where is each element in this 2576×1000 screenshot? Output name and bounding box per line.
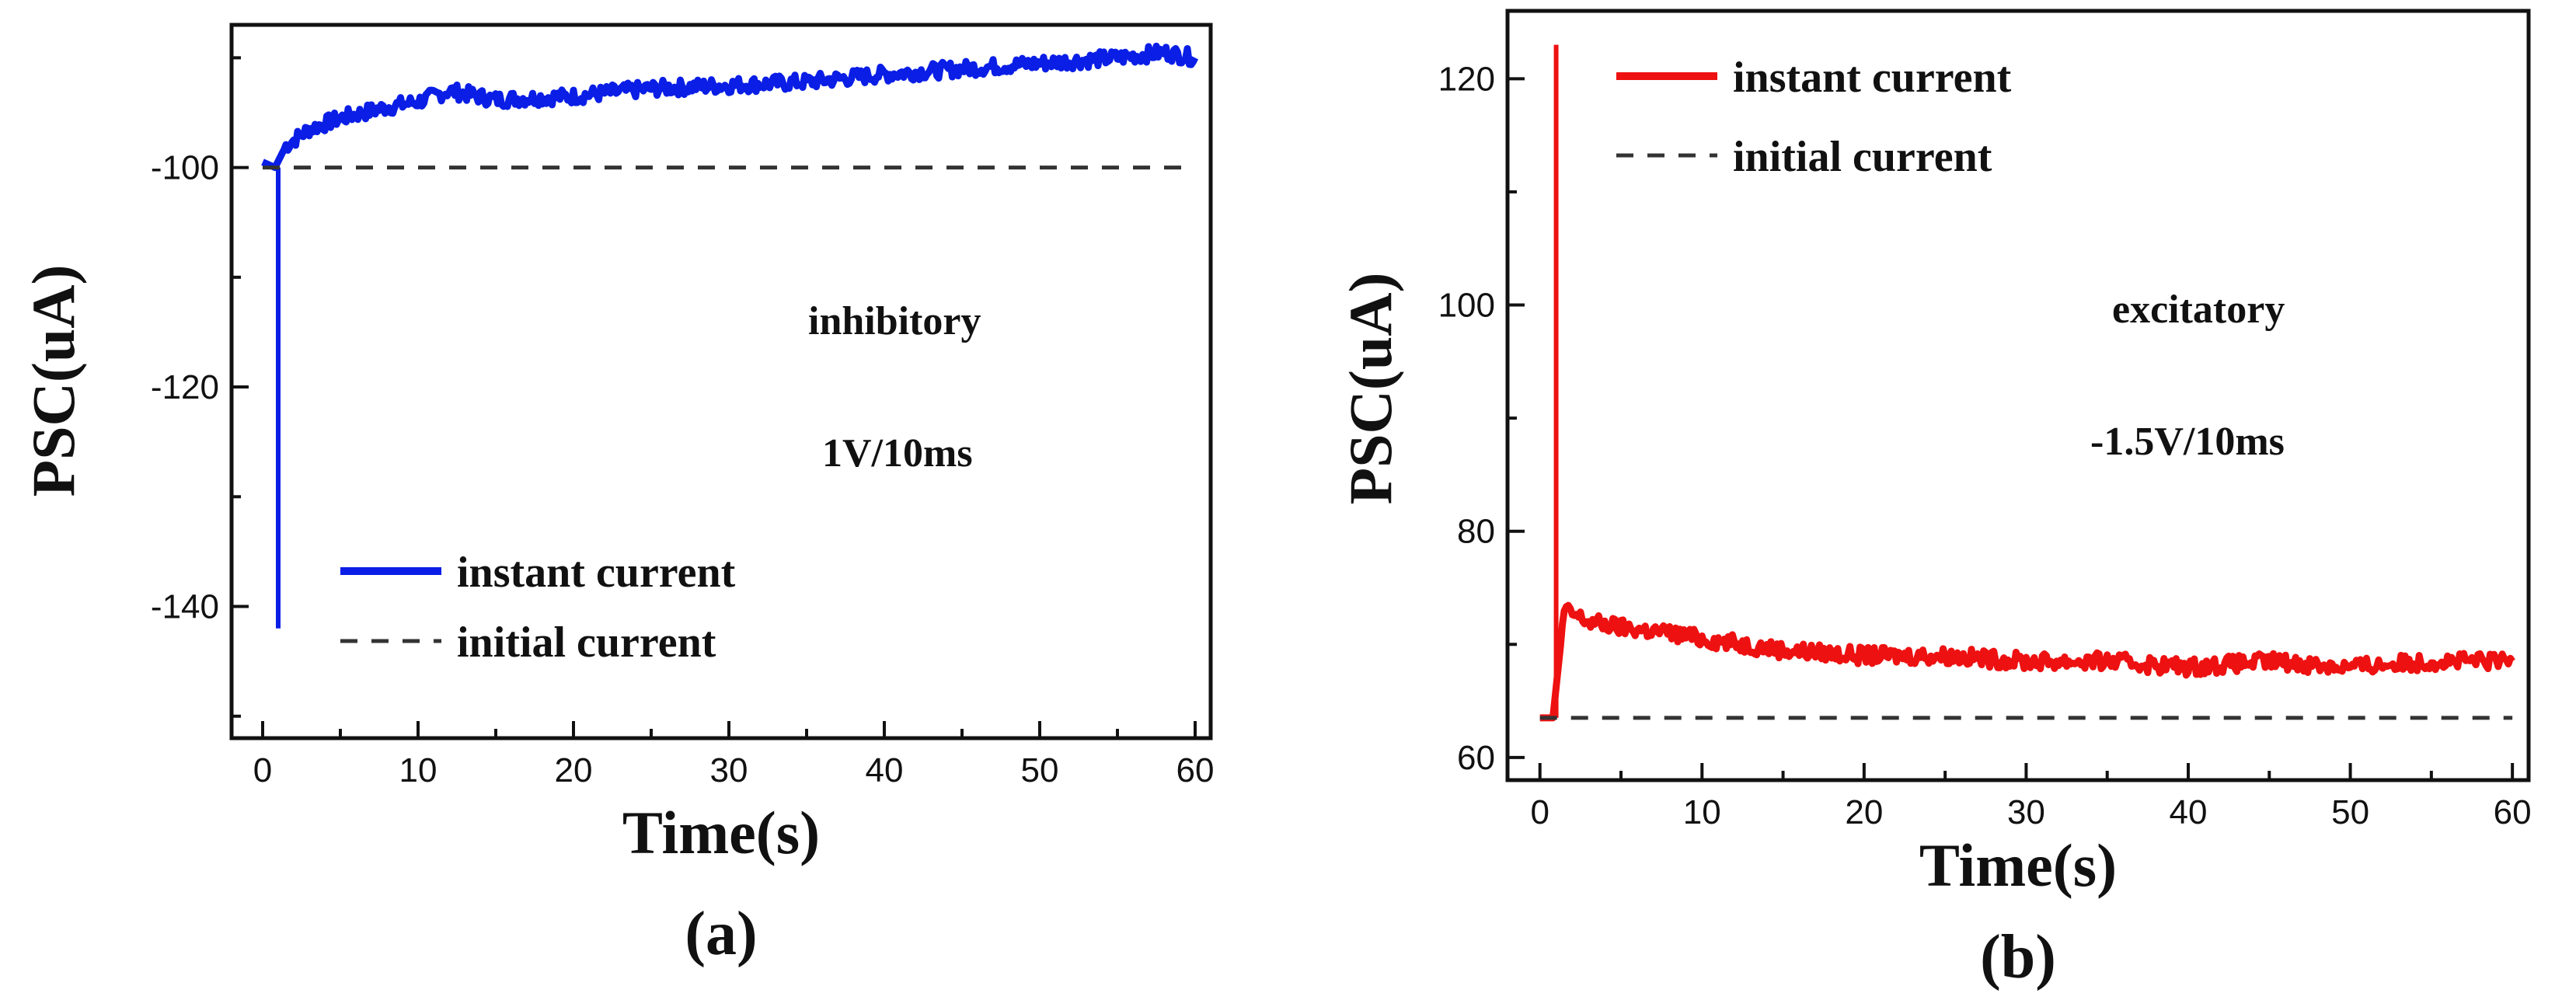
y-tick-label-b-60: 60: [1457, 739, 1495, 777]
y-tick-label-a--140: -140: [151, 588, 219, 626]
y-axis-title-a: PSC(uA): [19, 264, 87, 497]
legend-label-instant-b: instant current: [1733, 54, 2012, 102]
annotation-type-a: inhibitory: [808, 299, 981, 343]
annotation-pulse-b: -1.5V/10ms: [2090, 420, 2285, 464]
x-tick-label-b-10: 10: [1683, 793, 1721, 831]
series-instant-current-b: [1538, 601, 2515, 722]
plot-frame-b: [1505, 9, 2531, 782]
chart-panel-b: 0 10 20 30 40 50 60 60 80 100 120 excitatory -1.5V…: [1337, 9, 2532, 991]
chart-panel-a: 0 10 20 30 40 50 60 -140 -120 -100 inhibitory 1V/…: [19, 23, 1215, 968]
x-axis-title-b: Time(s): [1919, 831, 2117, 899]
x-tick-label-a-50: 50: [1021, 751, 1059, 789]
x-tick-label-a-0: 0: [253, 751, 272, 789]
x-tick-label-b-60: 60: [2494, 793, 2532, 831]
series-instant-current-a: [261, 42, 1199, 172]
x-tick-label-a-40: 40: [866, 751, 904, 789]
x-tick-label-a-30: 30: [710, 751, 748, 789]
x-tick-label-b-0: 0: [1530, 793, 1549, 831]
x-tick-label-a-60: 60: [1176, 751, 1215, 789]
x-tick-label-a-10: 10: [399, 751, 437, 789]
legend-label-instant-a: instant current: [457, 549, 736, 597]
plot-frame-a: [229, 23, 1213, 740]
y-axis-title-b: PSC(uA): [1337, 272, 1404, 504]
y-tick-label-b-120: 120: [1438, 60, 1495, 98]
y-tick-label-b-80: 80: [1457, 513, 1495, 551]
x-tick-label-b-20: 20: [1845, 793, 1883, 831]
annotation-type-b: excitatory: [2112, 287, 2285, 332]
legend-a: instant current initial current: [340, 549, 736, 667]
y-tick-label-b-100: 100: [1438, 287, 1495, 325]
x-tick-label-b-40: 40: [2170, 793, 2208, 831]
x-tick-label-b-50: 50: [2331, 793, 2369, 831]
annotation-pulse-a: 1V/10ms: [822, 431, 973, 476]
legend-label-initial-b: initial current: [1733, 133, 1992, 181]
x-axis-title-a: Time(s): [622, 799, 820, 866]
legend-label-initial-a: initial current: [457, 618, 716, 667]
panel-label-a: (a): [685, 900, 757, 968]
y-tick-label-a--120: -120: [151, 368, 219, 406]
x-tick-label-b-30: 30: [2007, 793, 2045, 831]
legend-b: instant current initial current: [1616, 54, 2012, 181]
y-tick-label-a--100: -100: [151, 149, 219, 187]
panel-label-b: (b): [1980, 923, 2056, 991]
x-tick-label-a-20: 20: [555, 751, 593, 789]
